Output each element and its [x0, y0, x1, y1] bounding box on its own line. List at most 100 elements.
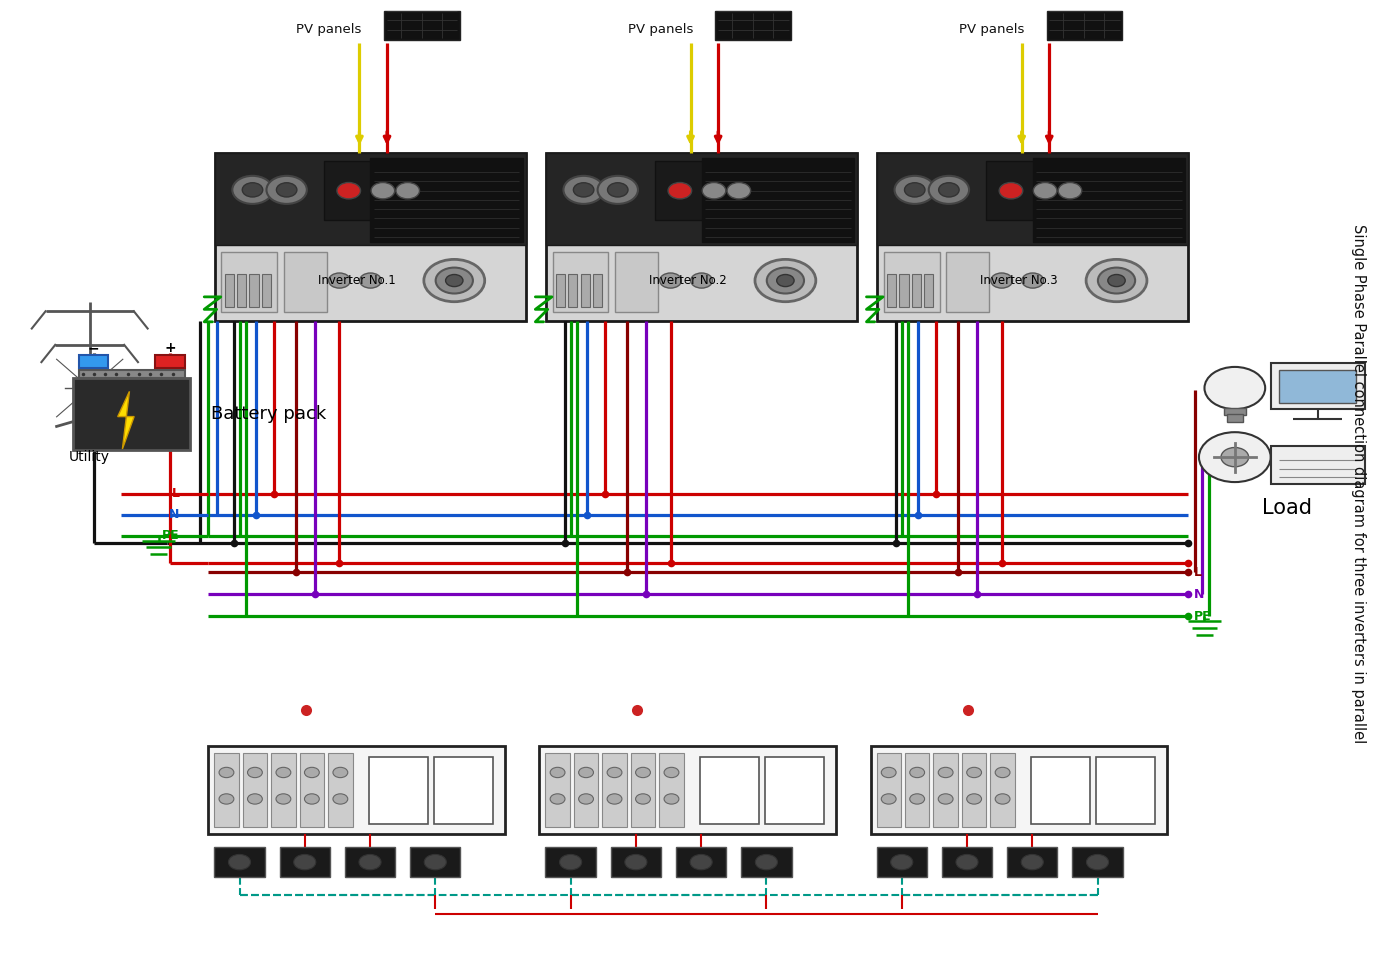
Circle shape [881, 794, 897, 804]
Circle shape [702, 183, 726, 198]
Circle shape [579, 768, 594, 777]
Bar [262, 274, 271, 308]
Bar [945, 252, 990, 313]
Circle shape [1022, 855, 1044, 870]
Text: PV panels: PV panels [627, 23, 693, 36]
Bar [655, 162, 766, 220]
Circle shape [276, 183, 297, 197]
Text: −: − [87, 341, 100, 355]
Circle shape [1221, 447, 1249, 467]
Circle shape [995, 768, 1010, 777]
Bar [547, 153, 856, 245]
Circle shape [608, 183, 627, 197]
Circle shape [777, 275, 794, 287]
Bar [155, 355, 185, 369]
Bar [243, 753, 266, 828]
Bar [1097, 757, 1155, 824]
Bar [552, 252, 608, 313]
Bar [899, 274, 909, 308]
Circle shape [999, 183, 1023, 198]
Text: PE: PE [1194, 610, 1212, 623]
Bar [384, 11, 461, 40]
Circle shape [333, 794, 348, 804]
Text: Utility: Utility [69, 450, 110, 465]
Bar [434, 757, 493, 824]
Circle shape [573, 183, 594, 197]
Bar [279, 847, 330, 877]
Text: PV panels: PV panels [297, 23, 362, 36]
Circle shape [938, 794, 954, 804]
Text: Single Phase Parallel connection diagram for three inverters in parallel: Single Phase Parallel connection diagram… [1352, 225, 1367, 743]
Bar [934, 753, 958, 828]
Bar [877, 753, 901, 828]
Circle shape [1199, 432, 1270, 482]
Circle shape [607, 794, 622, 804]
Circle shape [359, 273, 382, 288]
Bar [580, 274, 590, 308]
Circle shape [247, 768, 262, 777]
Circle shape [229, 855, 251, 870]
Bar [540, 746, 836, 834]
Bar [1047, 11, 1123, 40]
Circle shape [304, 768, 319, 777]
Text: Inverter No.2: Inverter No.2 [648, 274, 726, 287]
Bar [369, 757, 428, 824]
Bar [214, 753, 239, 828]
Bar [877, 153, 1188, 245]
Circle shape [1085, 259, 1146, 302]
Circle shape [956, 855, 979, 870]
Circle shape [329, 273, 350, 288]
Bar [222, 252, 278, 313]
Circle shape [1108, 275, 1126, 287]
Text: Load: Load [1262, 499, 1312, 519]
Bar [701, 158, 854, 242]
Bar [887, 274, 897, 308]
Bar [1270, 363, 1364, 409]
Bar [905, 753, 930, 828]
Circle shape [333, 768, 348, 777]
Bar [1073, 847, 1123, 877]
Circle shape [598, 176, 638, 204]
Bar [573, 753, 598, 828]
Bar [630, 753, 655, 828]
Bar [1227, 414, 1244, 422]
Bar [991, 753, 1015, 828]
Circle shape [337, 183, 361, 198]
Circle shape [550, 794, 565, 804]
Bar [741, 847, 791, 877]
Circle shape [294, 855, 316, 870]
Circle shape [755, 855, 777, 870]
Circle shape [607, 768, 622, 777]
Circle shape [425, 855, 447, 870]
Circle shape [727, 183, 751, 198]
Circle shape [243, 183, 262, 197]
Circle shape [966, 794, 981, 804]
Circle shape [436, 267, 473, 293]
Circle shape [1205, 367, 1266, 409]
Circle shape [559, 855, 582, 870]
Bar [1033, 158, 1185, 242]
Circle shape [396, 183, 419, 198]
Bar [884, 252, 940, 313]
Bar [568, 274, 577, 308]
Circle shape [247, 794, 262, 804]
Circle shape [304, 794, 319, 804]
Text: PE: PE [162, 529, 179, 542]
Circle shape [423, 259, 484, 302]
Bar [208, 746, 505, 834]
Bar [215, 153, 526, 320]
Bar [547, 153, 856, 320]
Circle shape [905, 183, 924, 197]
Circle shape [755, 259, 816, 302]
Circle shape [359, 855, 382, 870]
Text: L: L [1194, 565, 1202, 579]
Bar [271, 753, 296, 828]
Bar [545, 753, 569, 828]
Circle shape [276, 768, 291, 777]
Bar [250, 274, 258, 308]
Circle shape [938, 183, 959, 197]
Circle shape [663, 768, 679, 777]
Bar [962, 753, 987, 828]
Circle shape [1033, 183, 1056, 198]
Bar [74, 378, 190, 450]
